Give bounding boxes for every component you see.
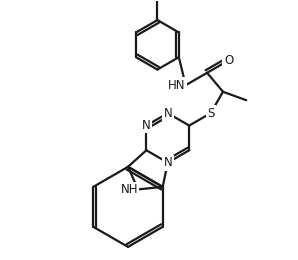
Text: N: N — [163, 107, 172, 120]
Text: N: N — [163, 156, 172, 169]
Text: O: O — [224, 54, 233, 67]
Text: N: N — [142, 119, 151, 132]
Text: NH: NH — [121, 183, 138, 196]
Text: HN: HN — [168, 79, 186, 92]
Text: S: S — [207, 107, 214, 120]
